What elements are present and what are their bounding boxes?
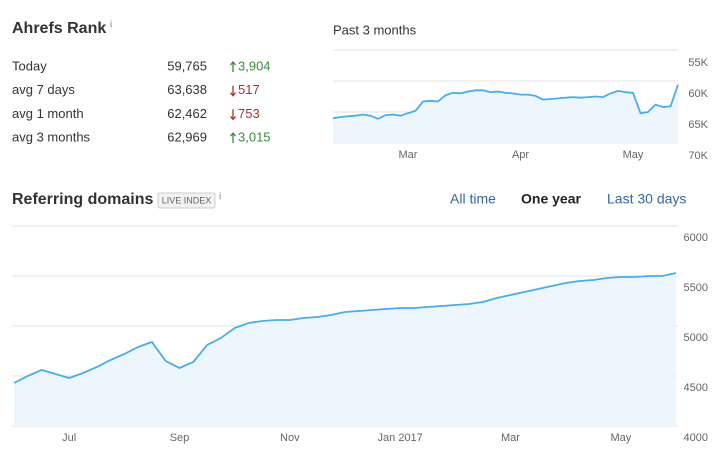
row-label: avg 3 months	[12, 130, 91, 145]
x-tick-label: May	[610, 432, 631, 444]
info-icon[interactable]: i	[219, 192, 221, 203]
row-change: 517	[238, 82, 260, 97]
x-tick-label: Nov	[280, 432, 300, 444]
trend-arrow	[230, 132, 236, 144]
trend-arrow	[230, 109, 236, 121]
tab[interactable]: All time	[450, 191, 496, 207]
row-label: avg 7 days	[12, 82, 75, 97]
y-tick-label: 6000	[684, 232, 708, 244]
row-value: 62,462	[167, 106, 207, 121]
x-tick-label: Jul	[62, 432, 76, 444]
rank-title: Ahrefs Rank	[12, 20, 106, 37]
line	[332, 84, 679, 120]
x-tick-label: Mar	[501, 432, 520, 444]
row-value: 63,638	[167, 82, 207, 97]
badge: LIVE INDEX	[162, 195, 212, 205]
row-value: 62,969	[167, 130, 207, 145]
y-tick-label: 65K	[688, 119, 708, 131]
tab[interactable]: One year	[521, 191, 581, 207]
chart-title: Referring domains	[12, 191, 153, 208]
row-change: 753	[238, 106, 260, 121]
area	[14, 273, 676, 426]
row-label: Today	[12, 58, 47, 73]
badge-box	[157, 192, 216, 209]
x-tick-label: Mar	[399, 149, 418, 161]
row-change: 3,015	[238, 130, 271, 145]
tab[interactable]: Last 30 days	[607, 191, 686, 207]
y-tick-label: 55K	[688, 57, 708, 69]
row-value: 59,765	[167, 58, 207, 73]
chart-title: Past 3 months	[333, 22, 417, 37]
y-tick-label: 4500	[684, 382, 708, 394]
x-tick-label: Jan 2017	[378, 432, 423, 444]
y-tick-label: 5000	[684, 332, 708, 344]
y-tick-label: 5500	[684, 282, 708, 294]
y-tick-label: 4000	[684, 432, 708, 444]
row-label: avg 1 month	[12, 106, 84, 121]
trend-arrow	[230, 60, 236, 72]
trend-arrow	[230, 85, 236, 97]
info-icon[interactable]: i	[110, 20, 112, 31]
y-tick-label: 60K	[688, 88, 708, 100]
y-tick-label: 70K	[688, 150, 708, 162]
x-tick-label: Sep	[170, 432, 190, 444]
line	[13, 272, 677, 384]
area	[333, 84, 678, 143]
row-change: 3,904	[238, 58, 271, 73]
x-tick-label: Apr	[512, 149, 529, 161]
x-tick-label: May	[623, 149, 644, 161]
